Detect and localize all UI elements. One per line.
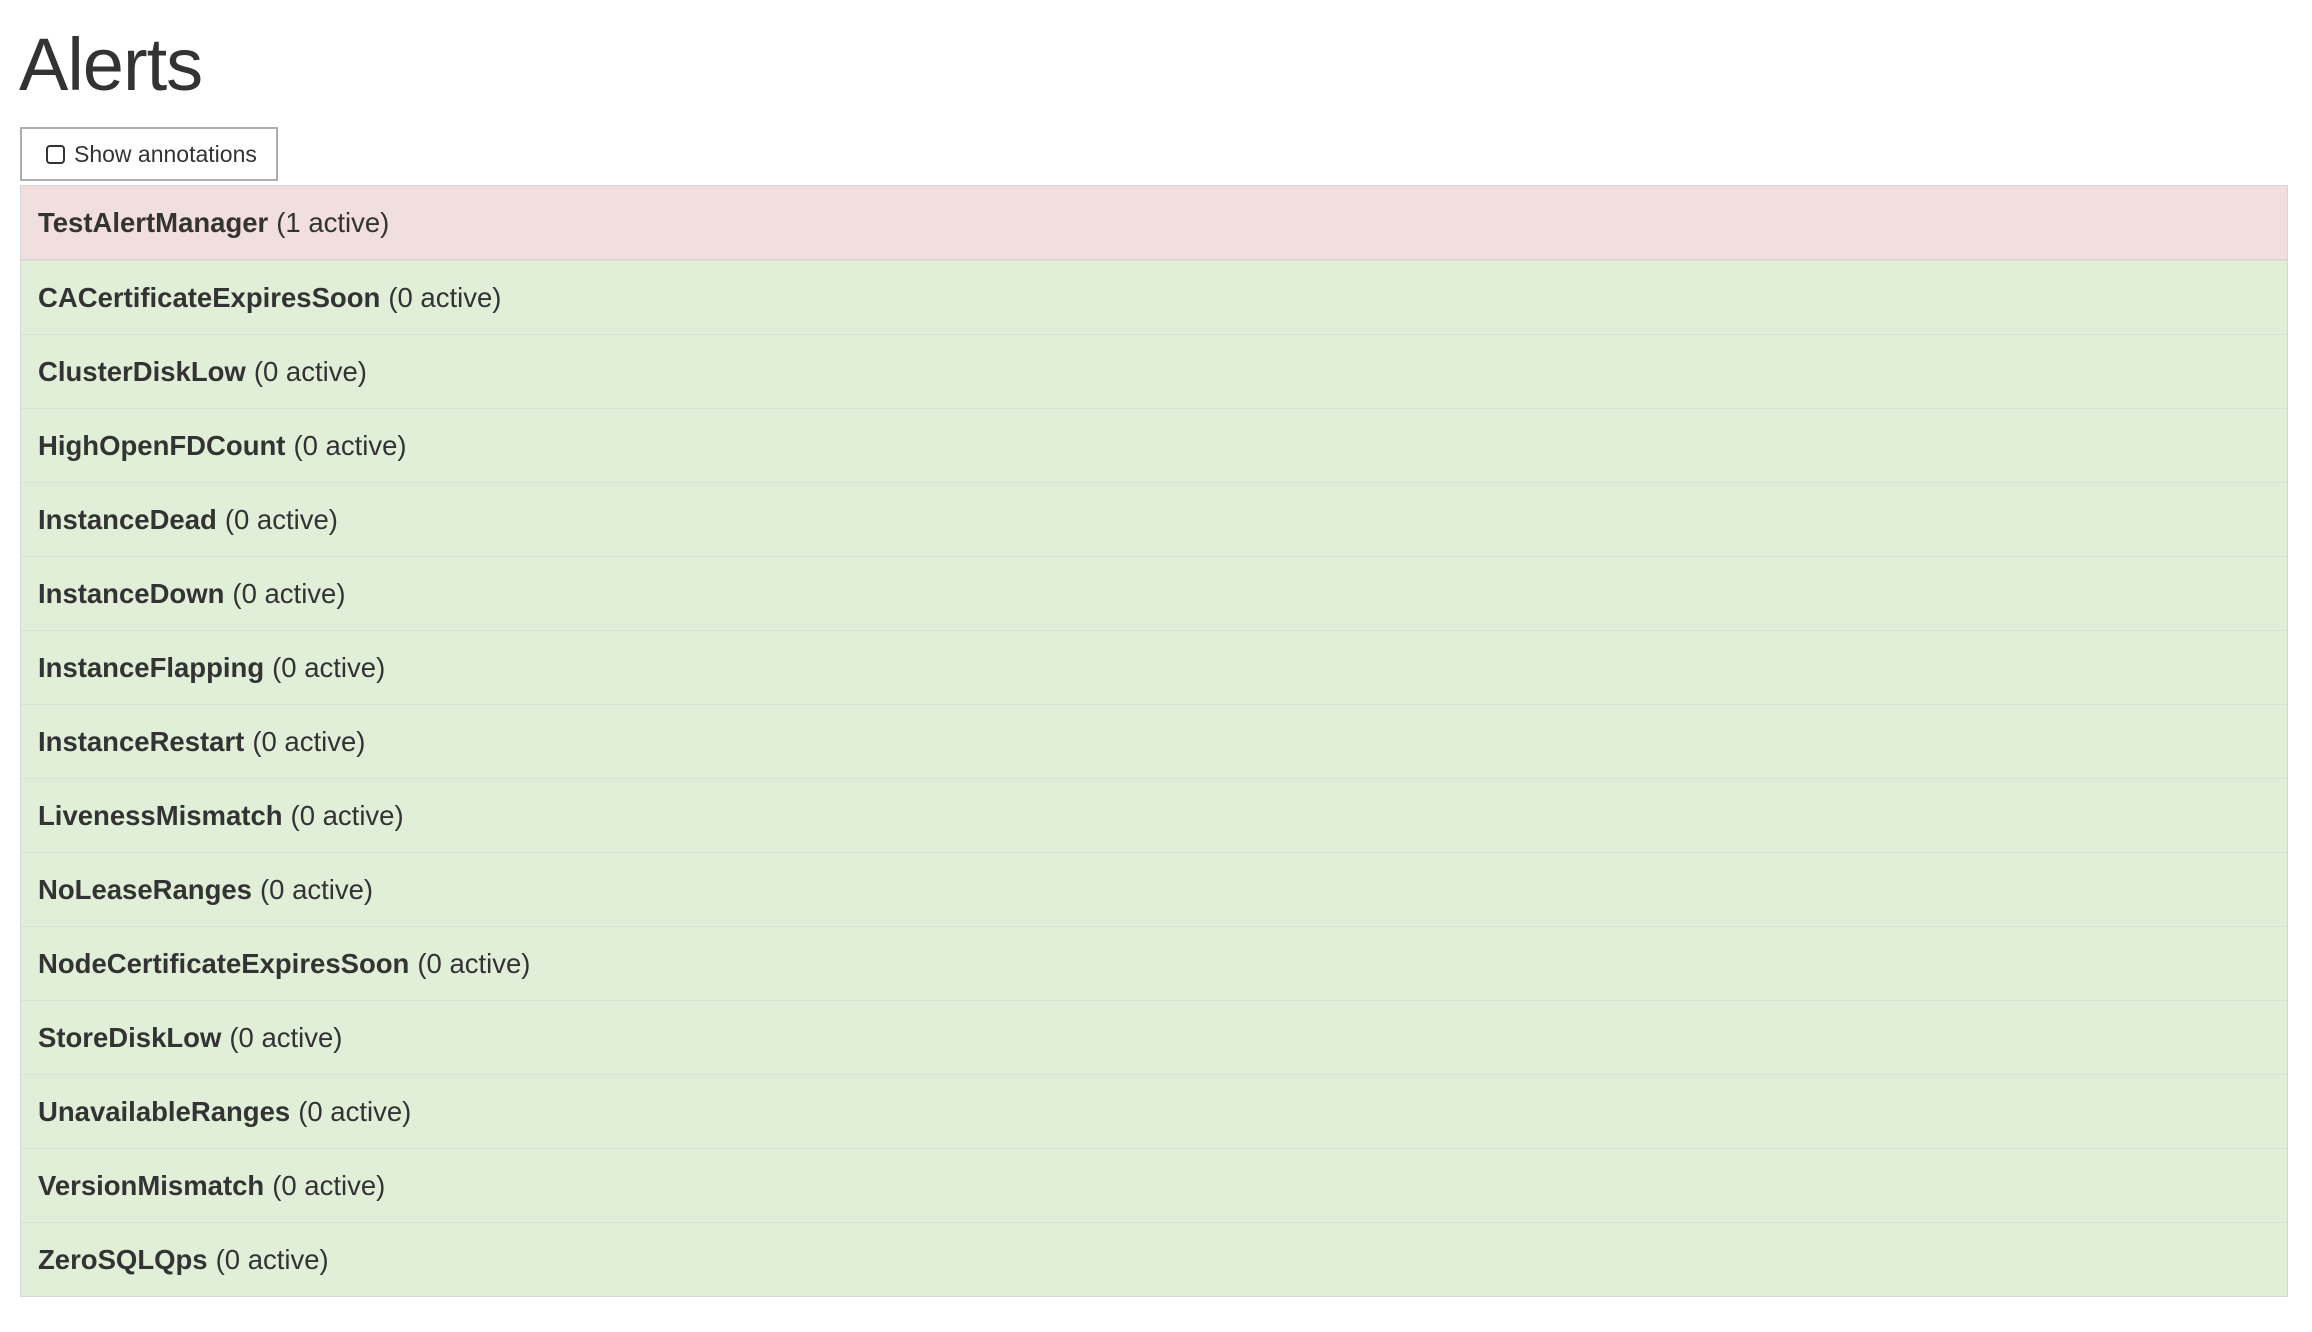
alert-name: InstanceDown bbox=[38, 577, 225, 609]
alert-group-row[interactable]: StoreDiskLow (0 active) bbox=[21, 1000, 2287, 1074]
alert-active-count: (0 active) bbox=[298, 1095, 412, 1127]
alert-group-row[interactable]: ClusterDiskLow (0 active) bbox=[21, 334, 2287, 408]
alert-active-count: (0 active) bbox=[232, 577, 346, 609]
alert-active-count: (0 active) bbox=[417, 947, 531, 979]
alert-name: NoLeaseRanges bbox=[38, 873, 252, 905]
alert-group-row[interactable]: NodeCertificateExpiresSoon (0 active) bbox=[21, 926, 2287, 1000]
alert-active-count: (0 active) bbox=[253, 355, 367, 387]
show-annotations-label: Show annotations bbox=[74, 140, 257, 167]
alert-active-count: (0 active) bbox=[252, 725, 366, 757]
alert-group-row[interactable]: NoLeaseRanges (0 active) bbox=[21, 852, 2287, 926]
alert-name: UnavailableRanges bbox=[38, 1095, 291, 1127]
alert-name: ZeroSQLQps bbox=[38, 1243, 208, 1275]
alert-name: ClusterDiskLow bbox=[38, 355, 246, 387]
alert-group-row[interactable]: CACertificateExpiresSoon (0 active) bbox=[21, 260, 2287, 334]
alert-name: VersionMismatch bbox=[38, 1169, 265, 1201]
alert-active-count: (0 active) bbox=[272, 1169, 386, 1201]
alert-name: LivenessMismatch bbox=[38, 799, 283, 831]
checkbox-icon[interactable] bbox=[46, 144, 65, 164]
alert-active-count: (0 active) bbox=[272, 651, 386, 683]
alert-active-count: (0 active) bbox=[224, 503, 338, 535]
alert-active-count: (0 active) bbox=[215, 1243, 329, 1275]
alert-name: InstanceFlapping bbox=[38, 651, 265, 683]
alert-group-row[interactable]: ZeroSQLQps (0 active) bbox=[21, 1222, 2287, 1296]
show-annotations-toggle[interactable]: Show annotations bbox=[20, 127, 278, 181]
alert-group-row[interactable]: HighOpenFDCount (0 active) bbox=[21, 408, 2287, 482]
alert-group-row[interactable]: InstanceDead (0 active) bbox=[21, 482, 2287, 556]
alert-active-count: (0 active) bbox=[290, 799, 404, 831]
alert-group-row[interactable]: InstanceDown (0 active) bbox=[21, 556, 2287, 630]
alert-name: InstanceRestart bbox=[38, 725, 245, 757]
page-title: Alerts bbox=[19, 23, 203, 106]
alert-group-row[interactable]: TestAlertManager (1 active) bbox=[21, 186, 2287, 260]
alert-name: StoreDiskLow bbox=[38, 1021, 222, 1053]
alert-name: NodeCertificateExpiresSoon bbox=[38, 947, 410, 979]
alert-list: TestAlertManager (1 active) CACertificateE… bbox=[20, 185, 2288, 1297]
alert-name: CACertificateExpiresSoon bbox=[38, 281, 381, 313]
alert-active-count: (0 active) bbox=[293, 429, 407, 461]
alert-group-row[interactable]: InstanceFlapping (0 active) bbox=[21, 630, 2287, 704]
alert-group-row[interactable]: InstanceRestart (0 active) bbox=[21, 704, 2287, 778]
alert-name: InstanceDead bbox=[38, 503, 217, 535]
alert-group-row[interactable]: UnavailableRanges (0 active) bbox=[21, 1074, 2287, 1148]
alert-name: HighOpenFDCount bbox=[38, 429, 286, 461]
alert-active-count: (0 active) bbox=[388, 281, 502, 313]
alert-group-row[interactable]: LivenessMismatch (0 active) bbox=[21, 778, 2287, 852]
alert-group-row[interactable]: VersionMismatch (0 active) bbox=[21, 1148, 2287, 1222]
alert-active-count: (1 active) bbox=[276, 206, 390, 238]
alert-active-count: (0 active) bbox=[229, 1021, 343, 1053]
alert-name: TestAlertManager bbox=[38, 206, 269, 238]
alert-active-count: (0 active) bbox=[259, 873, 374, 905]
